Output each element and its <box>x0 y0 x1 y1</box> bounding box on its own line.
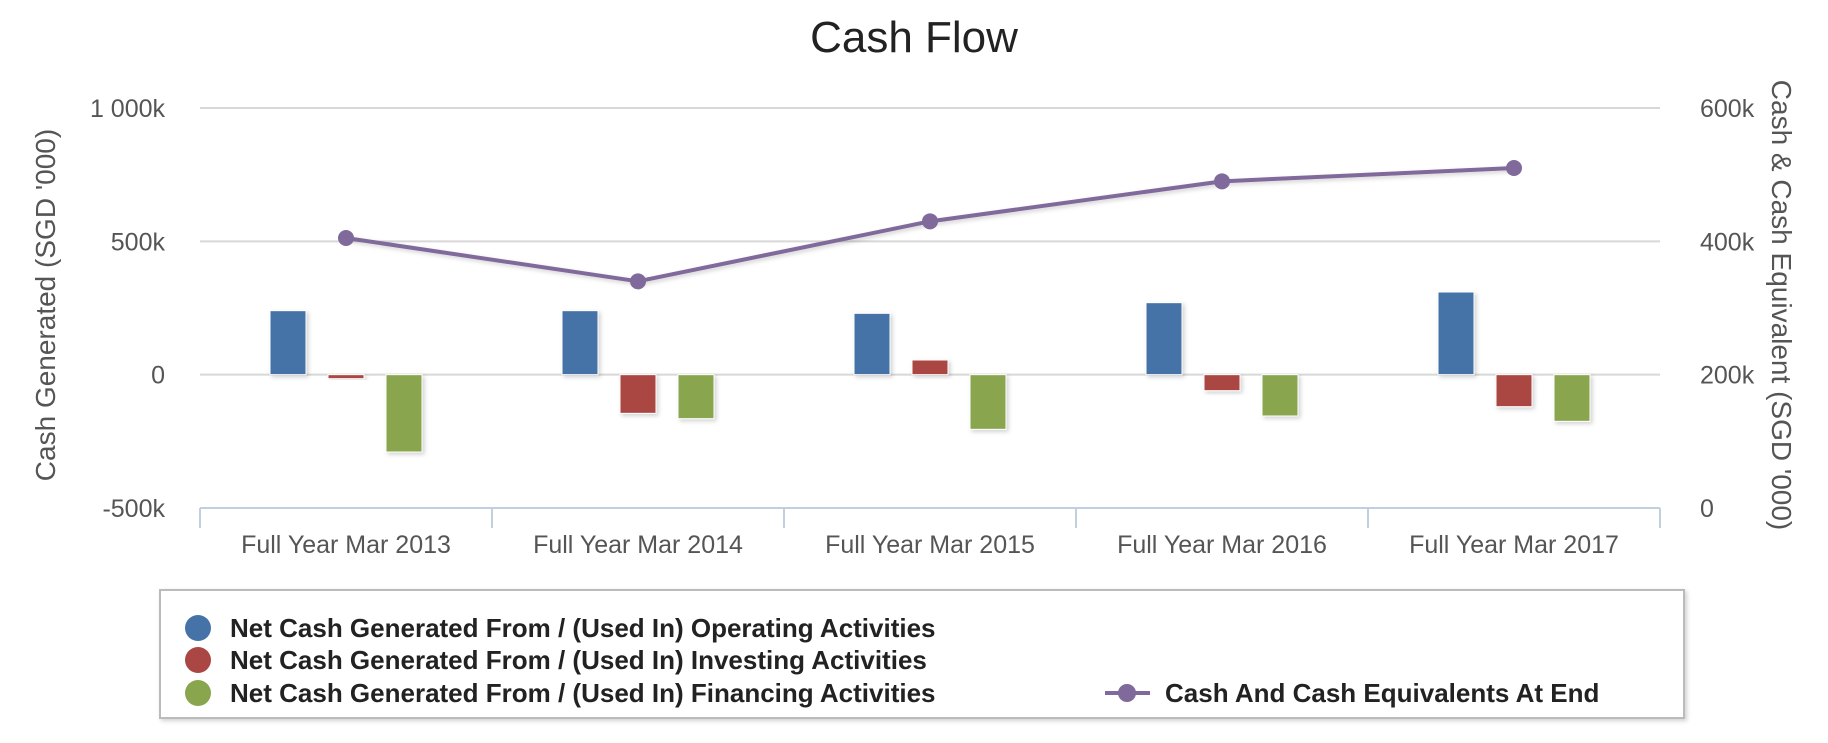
left-axis-title: Cash Generated (SGD '000) <box>30 129 61 481</box>
bar <box>1261 374 1299 417</box>
bar <box>853 312 891 376</box>
x-tick-label: Full Year Mar 2016 <box>1117 531 1327 559</box>
chart-title: Cash Flow <box>810 13 1018 62</box>
bar <box>1145 302 1183 376</box>
legend: Net Cash Generated From / (Used In) Oper… <box>159 589 1685 719</box>
bar <box>561 310 599 376</box>
bar <box>385 374 423 453</box>
legend-marker <box>185 680 211 706</box>
right-axis-title: Cash & Cash Equivalent (SGD '000) <box>1766 80 1797 530</box>
line-point <box>922 213 938 230</box>
legend-label: Net Cash Generated From / (Used In) Fina… <box>230 678 936 708</box>
legend-label: Net Cash Generated From / (Used In) Inve… <box>230 645 927 675</box>
bar <box>1495 374 1533 408</box>
legend-marker <box>1118 684 1136 702</box>
bar <box>269 310 307 376</box>
x-tick-label: Full Year Mar 2015 <box>825 531 1035 559</box>
bar <box>1203 374 1241 392</box>
legend-box <box>159 589 1685 719</box>
line-point <box>1214 173 1230 190</box>
bar <box>619 374 657 414</box>
y-left-tick-label: 0 <box>151 362 165 390</box>
bar <box>911 359 949 376</box>
line-point <box>1506 160 1522 176</box>
y-right-tick-label: 400k <box>1700 228 1755 256</box>
bar <box>1437 291 1475 376</box>
bar <box>327 374 365 380</box>
legend-label: Net Cash Generated From / (Used In) Oper… <box>230 613 936 643</box>
x-tick-label: Full Year Mar 2014 <box>533 531 743 559</box>
legend-marker <box>185 615 211 641</box>
line-point <box>338 230 354 246</box>
x-tick-label: Full Year Mar 2017 <box>1409 531 1619 559</box>
y-left-tick-label: -500k <box>102 495 165 523</box>
legend-marker <box>185 647 211 673</box>
y-left-tick-label: 500k <box>111 228 166 256</box>
x-tick-label: Full Year Mar 2013 <box>241 531 451 559</box>
bar <box>969 374 1007 430</box>
y-right-tick-label: 600k <box>1700 95 1755 123</box>
legend-label: Cash And Cash Equivalents At End <box>1165 678 1599 708</box>
y-right-tick-label: 0 <box>1700 495 1714 523</box>
y-right-tick-label: 200k <box>1700 362 1755 390</box>
bar <box>1553 374 1591 422</box>
line-point <box>630 273 646 290</box>
y-left-tick-label: 1 000k <box>90 95 166 123</box>
bar <box>677 374 715 420</box>
